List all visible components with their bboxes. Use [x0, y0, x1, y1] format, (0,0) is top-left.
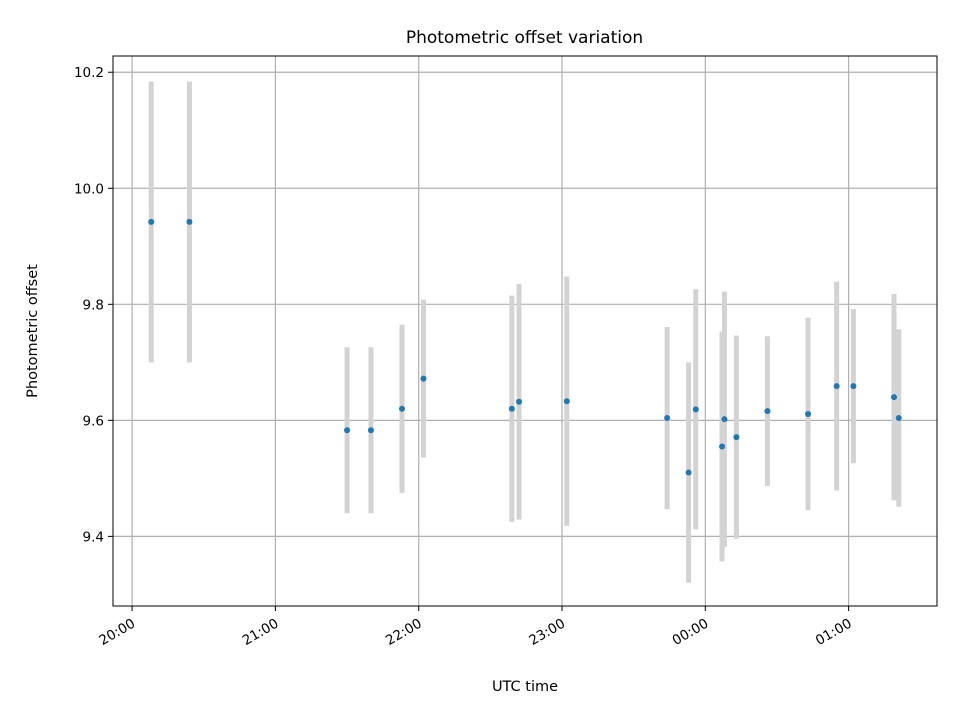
- data-point: [733, 434, 740, 441]
- x-axis-label: UTC time: [492, 679, 558, 695]
- data-points: [148, 218, 902, 476]
- data-point: [398, 405, 405, 412]
- data-point: [367, 427, 374, 434]
- y-axis-ticks: 9.4 9.6 9.8 10.0 10.2: [74, 65, 113, 545]
- data-point: [764, 408, 771, 415]
- data-point: [692, 406, 699, 413]
- data-point: [891, 394, 898, 401]
- data-point: [516, 398, 523, 405]
- data-point: [895, 415, 902, 422]
- data-point: [850, 383, 857, 390]
- data-point: [420, 375, 427, 382]
- chart-title: Photometric offset variation: [406, 28, 643, 48]
- y-tick-label: 10.0: [74, 181, 104, 197]
- data-point: [664, 415, 671, 422]
- y-tick-label: 9.4: [83, 529, 104, 545]
- data-point: [186, 218, 193, 225]
- data-point: [344, 427, 351, 434]
- grid: [113, 56, 937, 606]
- data-point: [685, 469, 692, 476]
- data-point: [508, 405, 515, 412]
- y-tick-label: 10.2: [74, 65, 104, 81]
- data-point: [563, 398, 570, 405]
- plot-frame: [112, 55, 938, 607]
- data-point: [833, 383, 840, 390]
- data-point: [148, 218, 155, 225]
- y-tick-label: 9.8: [83, 297, 104, 313]
- data-point: [805, 410, 812, 417]
- y-axis-label: Photometric offset: [25, 264, 41, 398]
- data-point: [721, 416, 728, 423]
- data-point: [719, 443, 726, 450]
- y-tick-label: 9.6: [83, 413, 104, 429]
